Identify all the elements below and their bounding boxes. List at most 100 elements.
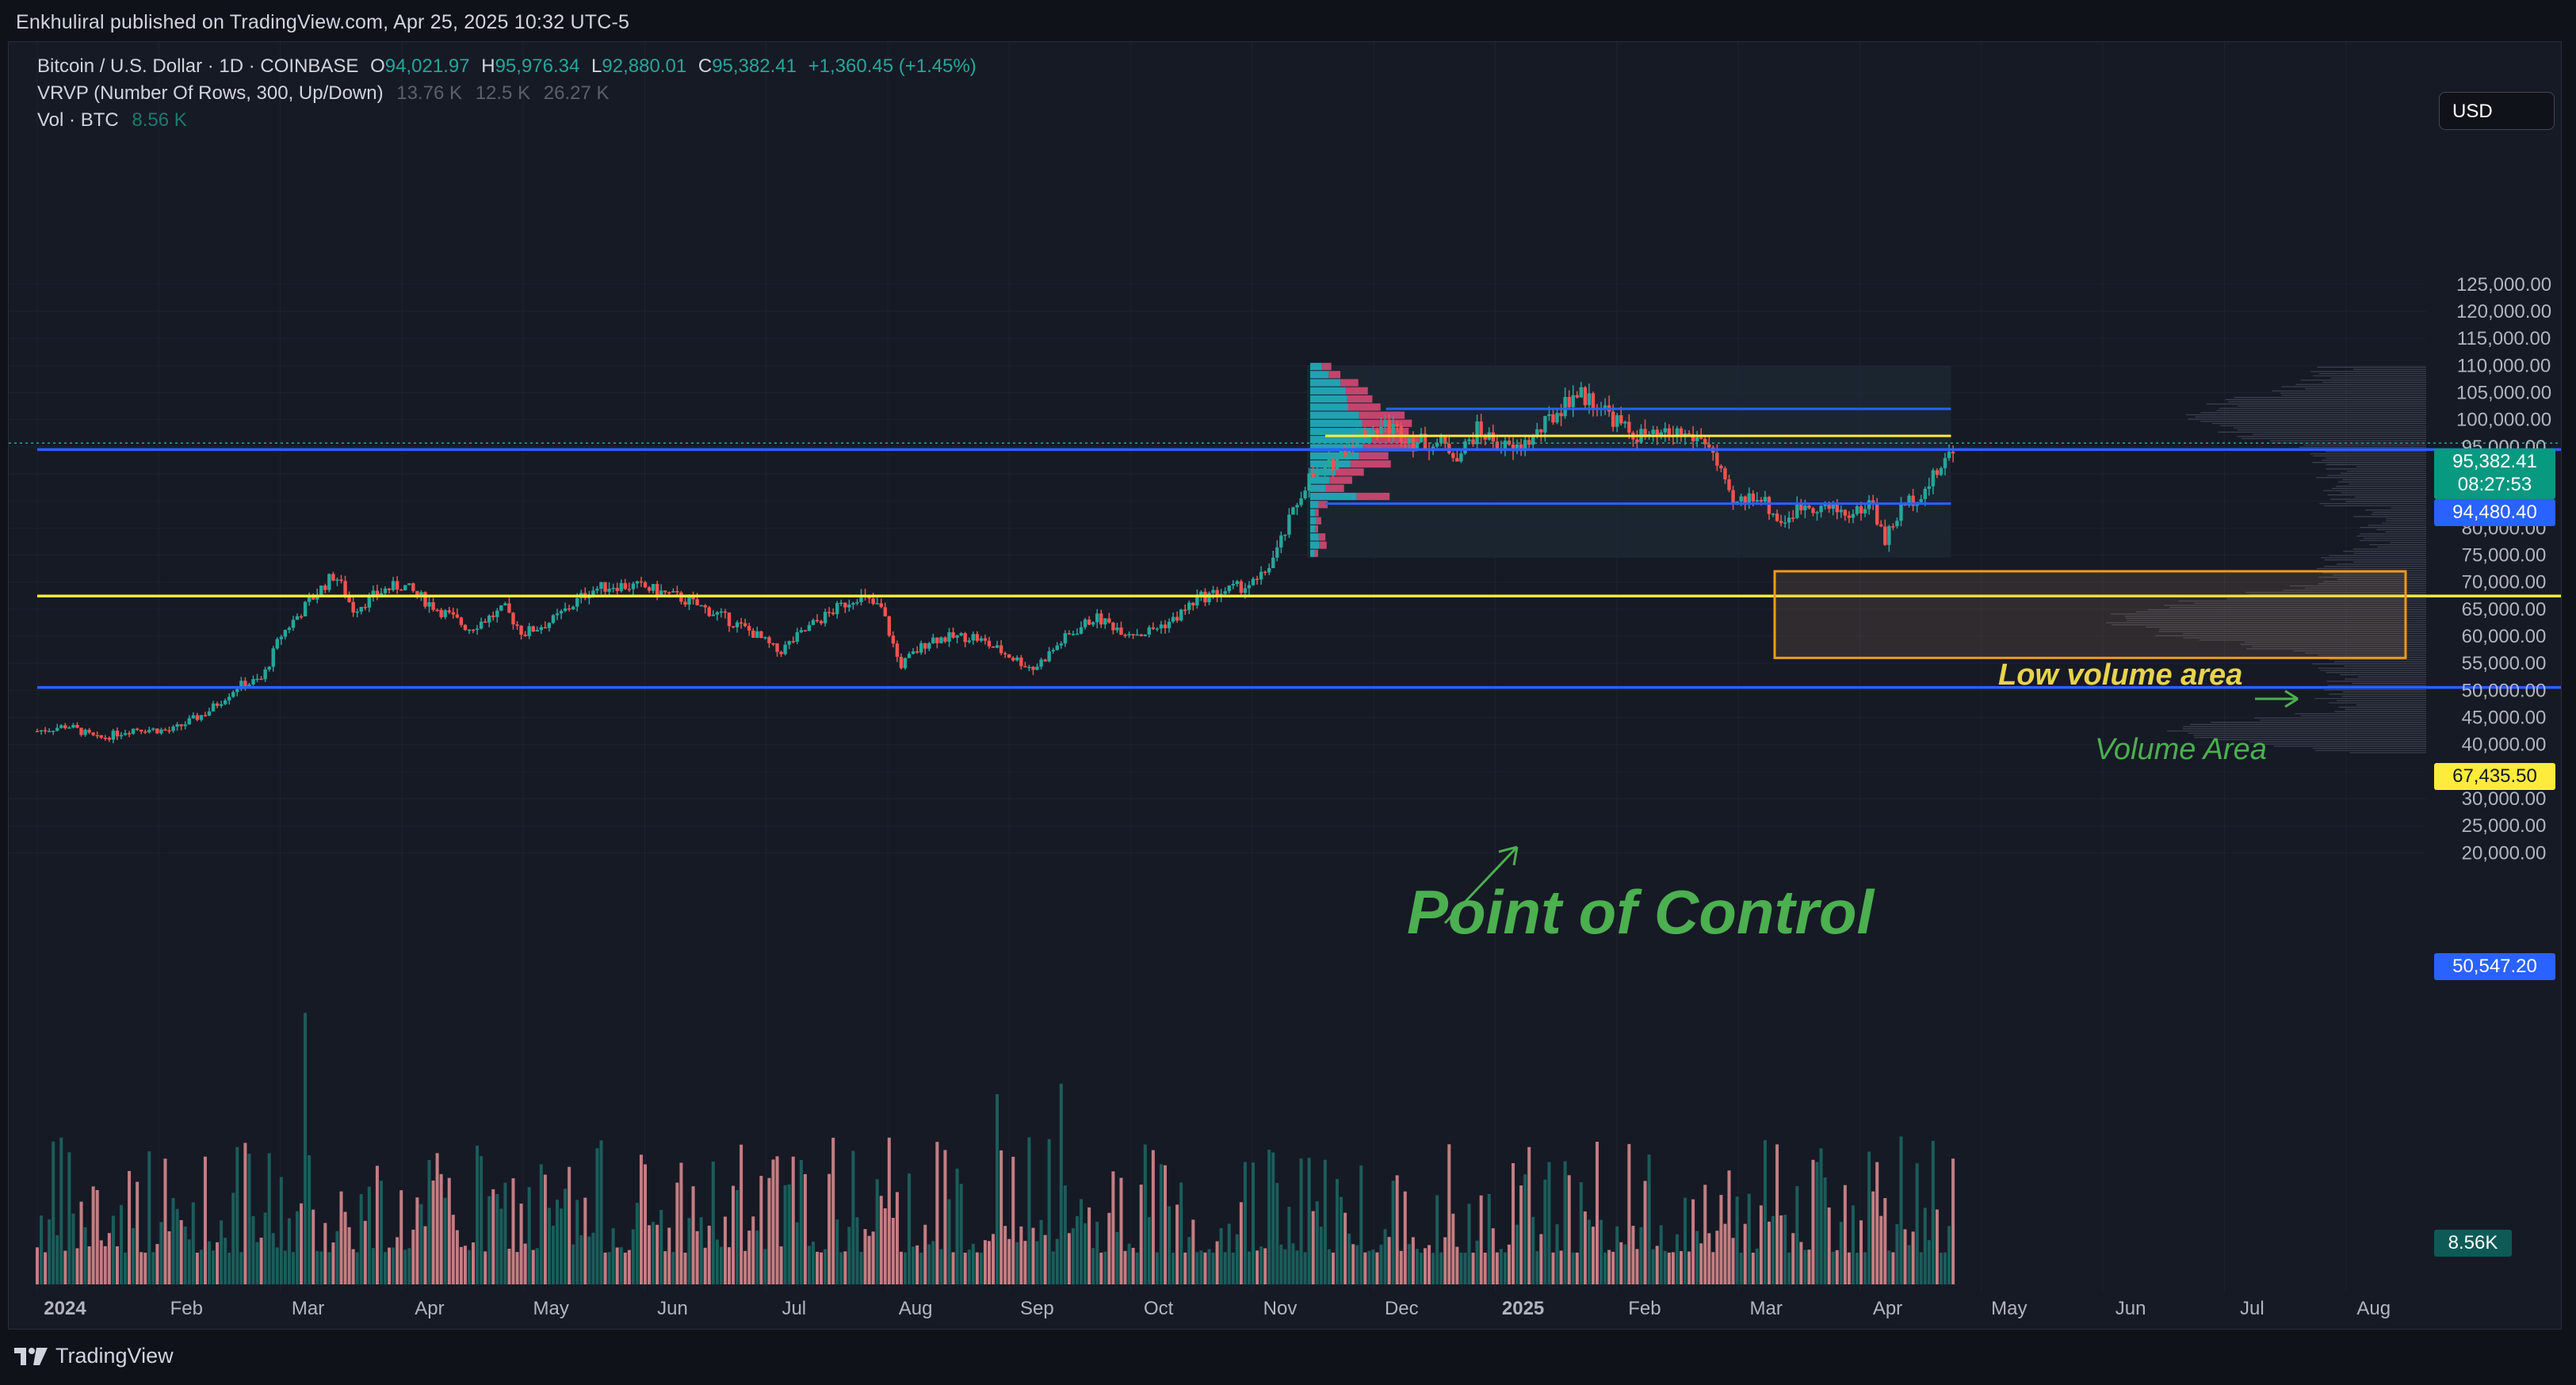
x-tick-label: Feb <box>170 1298 203 1319</box>
volume-bar <box>1023 1241 1027 1284</box>
candle-body <box>1947 452 1951 459</box>
volume-bar <box>1168 1206 1171 1284</box>
candle-body <box>807 624 812 631</box>
volume-bar <box>1355 1245 1359 1284</box>
volume-bar <box>687 1218 691 1284</box>
volume-bar <box>1011 1156 1015 1284</box>
x-tick-label: Aug <box>2356 1298 2391 1319</box>
candle-body <box>1615 414 1619 427</box>
volume-bar <box>1055 1238 1059 1284</box>
volume-bar <box>419 1204 423 1284</box>
candle-body <box>1003 653 1007 654</box>
volume-bar <box>551 1225 555 1284</box>
volume-bar <box>435 1153 439 1284</box>
volume-bar <box>1823 1177 1827 1284</box>
candle-body <box>687 597 691 605</box>
candle-body <box>1171 616 1175 622</box>
candle-body <box>463 624 468 631</box>
volume-bar <box>652 1222 655 1284</box>
candle-body <box>1295 505 1299 508</box>
volume-bar <box>339 1191 343 1284</box>
candle-body <box>119 734 124 737</box>
candle-body <box>1079 627 1084 634</box>
candle-body <box>115 731 120 737</box>
volume-bar <box>1203 1252 1207 1284</box>
legend-low: 92,880.01 <box>602 55 687 77</box>
candle-body <box>567 608 571 610</box>
volume-bar <box>847 1227 851 1284</box>
volume-bar <box>591 1232 595 1284</box>
candle-body <box>447 610 451 612</box>
volume-bar <box>1043 1234 1047 1284</box>
currency-button[interactable]: USD <box>2439 92 2555 130</box>
upper-blue-line-tag: 94,480.40 <box>2434 499 2555 526</box>
volume-bar <box>1379 1244 1383 1284</box>
volume-bar <box>1219 1228 1223 1284</box>
candle-body <box>1895 521 1899 527</box>
candle-body <box>283 629 288 637</box>
low-volume-area-label[interactable]: Low volume area <box>1998 658 2243 692</box>
candle-body <box>243 681 247 688</box>
volume-bar <box>1715 1230 1719 1284</box>
volume-bar <box>783 1185 787 1284</box>
volume-bar <box>691 1186 695 1284</box>
candle-body <box>643 582 648 588</box>
volume-bar <box>52 1141 55 1284</box>
chart-frame[interactable]: 20,000.0025,000.0030,000.0035,000.0040,0… <box>8 41 2562 1330</box>
vrvp-down-row <box>1347 395 1373 403</box>
volume-bar <box>1543 1179 1547 1284</box>
volume-bar <box>1875 1162 1879 1284</box>
volume-bar <box>351 1249 355 1284</box>
candle-body <box>715 612 720 615</box>
candle-body <box>1119 628 1123 635</box>
volume-bar <box>915 1245 919 1284</box>
tradingview-logo[interactable]: TradingView <box>14 1344 174 1368</box>
volume-bar <box>959 1184 963 1284</box>
volume-bar <box>904 1252 908 1284</box>
volume-bar <box>335 1230 339 1284</box>
candle-body <box>95 734 99 737</box>
volume-area-label[interactable]: Volume Area <box>2095 733 2267 766</box>
candle-body <box>1139 634 1143 636</box>
volume-bar <box>1595 1141 1599 1284</box>
candle-body <box>459 617 464 625</box>
candle-body <box>1651 429 1655 435</box>
x-tick-label: Sep <box>1020 1298 1054 1319</box>
candle-body <box>423 592 427 607</box>
candle-body <box>1047 651 1051 662</box>
volume-bar <box>1007 1238 1011 1284</box>
legend-volume-row[interactable]: Vol · BTC 8.56 K <box>37 109 187 132</box>
volume-bar <box>775 1156 779 1284</box>
candle-body <box>1415 442 1420 449</box>
candle-body <box>491 615 495 617</box>
candle-body <box>843 602 847 608</box>
candle-body <box>1863 509 1867 513</box>
volume-bar <box>1063 1185 1067 1284</box>
candle-body <box>391 581 396 590</box>
volume-bar <box>1424 1248 1428 1284</box>
volume-bar <box>487 1196 491 1284</box>
volume-bar <box>1279 1244 1283 1284</box>
volume-bar <box>1835 1250 1839 1284</box>
legend-open: 94,021.97 <box>384 55 470 77</box>
volume-bar <box>987 1241 991 1284</box>
legend-high: 95,976.34 <box>495 55 580 77</box>
candle-body <box>347 597 351 602</box>
candle-body <box>1571 395 1575 407</box>
candle-body <box>43 730 48 732</box>
volume-bar <box>1611 1251 1615 1284</box>
price-chart[interactable]: 20,000.0025,000.0030,000.0035,000.0040,0… <box>9 42 2561 1329</box>
candle-body <box>771 643 775 645</box>
candle-body <box>323 586 327 590</box>
volume-bar <box>119 1204 123 1284</box>
volume-bar <box>511 1178 515 1284</box>
volume-bar <box>883 1208 887 1284</box>
candle-body <box>639 581 644 583</box>
volume-bar <box>1143 1144 1147 1284</box>
volume-bar <box>951 1252 955 1284</box>
legend-symbol-row[interactable]: Bitcoin / U.S. Dollar · 1D · COINBASE O9… <box>37 55 977 78</box>
volume-bar <box>1407 1244 1411 1284</box>
point-of-control-label[interactable]: Point of Control <box>1407 877 1875 947</box>
volume-bar <box>503 1182 507 1284</box>
legend-vrvp-row[interactable]: VRVP (Number Of Rows, 300, Up/Down) 13.7… <box>37 82 609 105</box>
